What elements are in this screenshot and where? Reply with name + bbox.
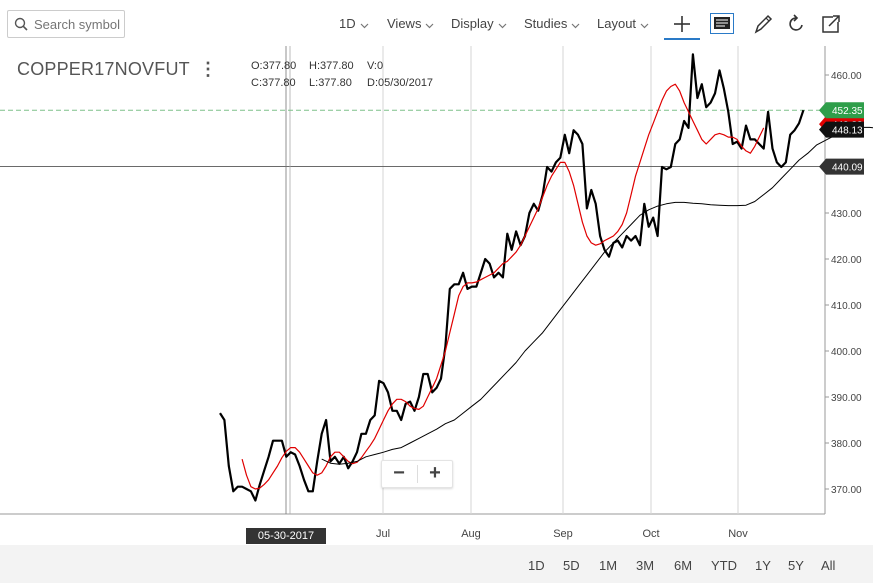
chevron-down-icon <box>360 17 369 32</box>
studies-dropdown[interactable]: Studies <box>524 16 580 32</box>
zoom-controls: − + <box>381 460 453 488</box>
chevron-down-icon <box>498 17 507 32</box>
search-input[interactable] <box>34 14 122 34</box>
display-label: Display <box>451 16 494 31</box>
search-box[interactable] <box>7 10 125 38</box>
price-chart[interactable]: Jul Aug Sep Oct Nov 370.00 380.00 390.00 400.00 4… <box>0 46 873 546</box>
popout-button[interactable] <box>818 10 844 38</box>
range-5d-button[interactable]: 5D <box>563 558 580 573</box>
symbol-title: COPPER17NOVFUT <box>17 59 190 79</box>
ohlc-high-value: 377.80 <box>320 60 354 72</box>
ohlc-date: D:05/30/2017 <box>367 77 433 89</box>
ma-slow-price-tag-text: 448.13 <box>832 126 863 137</box>
ohlc-close: C:377.80 <box>251 77 296 89</box>
y-tick-label: 390.00 <box>831 393 862 404</box>
zoom-divider <box>417 465 418 483</box>
range-1y-button[interactable]: 1Y <box>755 558 771 573</box>
studies-label: Studies <box>524 16 568 31</box>
series-line-price <box>219 53 805 502</box>
x-tick-label: Oct <box>642 528 659 540</box>
ohlc-close-label: C: <box>251 77 262 89</box>
y-tick-label: 420.00 <box>831 255 862 266</box>
crosshair-date-label: 05-30-2017 <box>246 528 326 544</box>
layout-dropdown[interactable]: Layout <box>597 16 649 32</box>
pencil-icon <box>750 14 776 42</box>
interval-dropdown[interactable]: 1D <box>339 16 369 32</box>
series-line-ma_slow <box>321 126 873 465</box>
refresh-icon <box>784 14 810 42</box>
ohlc-volume: V:0 <box>367 60 383 72</box>
y-tick-label: 460.00 <box>831 71 862 82</box>
display-dropdown[interactable]: Display <box>451 16 507 32</box>
range-1m-button[interactable]: 1M <box>599 558 618 573</box>
crosshair-price-tag-bg <box>819 158 864 175</box>
table-view-button[interactable] <box>709 10 735 38</box>
ohlc-date-label: D: <box>367 77 378 89</box>
range-all-button[interactable]: All <box>821 558 836 573</box>
ohlc-volume-label: V: <box>367 60 377 72</box>
ohlc-volume-value: 0 <box>377 60 384 72</box>
crosshair-price-tag-text: 440.09 <box>832 163 863 174</box>
y-tick-label: 400.00 <box>831 347 862 358</box>
series-line-ma_fast <box>241 83 765 490</box>
table-icon <box>709 13 735 42</box>
ohlc-open-label: O: <box>251 60 263 72</box>
chevron-down-icon <box>425 17 434 32</box>
more-options-icon[interactable]: ⋮ <box>199 59 217 79</box>
x-tick-label: Nov <box>728 528 748 540</box>
reset-button[interactable] <box>784 10 810 38</box>
crosshair-icon <box>664 16 700 42</box>
ohlc-low-label: L: <box>309 77 319 89</box>
range-bar: 1D 5D 1M 3M 6M YTD 1Y 5Y All <box>0 545 873 583</box>
y-tick-label: 370.00 <box>831 485 862 496</box>
last-price-tag-text: 452.35 <box>832 106 863 117</box>
search-icon <box>14 17 28 36</box>
top-toolbar: 1D Views Display Studies Layout <box>0 0 873 46</box>
external-link-icon <box>818 15 844 42</box>
ohlc-low-value: 377.80 <box>318 77 352 89</box>
zoom-in-button[interactable]: + <box>429 462 441 484</box>
y-tick-label: 430.00 <box>831 209 862 220</box>
ma-slow-price-tag-bg <box>819 121 864 138</box>
range-3m-button[interactable]: 3M <box>636 558 655 573</box>
views-label: Views <box>387 16 422 31</box>
ohlc-open-value: 377.80 <box>262 60 297 72</box>
y-tick-label: 380.00 <box>831 439 862 450</box>
y-tick-label: 410.00 <box>831 301 862 312</box>
x-tick-label: Jul <box>376 528 390 540</box>
interval-label: 1D <box>339 16 356 31</box>
range-1d-button[interactable]: 1D <box>528 558 545 573</box>
crosshair-tool-button[interactable] <box>664 10 700 40</box>
range-ytd-button[interactable]: YTD <box>711 558 737 573</box>
last-price-tag-bg <box>819 102 864 119</box>
layout-label: Layout <box>597 16 637 31</box>
ohlc-high: H:377.80 <box>309 60 354 72</box>
ohlc-low: L:377.80 <box>309 77 352 89</box>
views-dropdown[interactable]: Views <box>387 16 434 32</box>
x-tick-label: Sep <box>553 528 573 540</box>
ohlc-close-value: 377.80 <box>262 77 296 89</box>
zoom-out-button[interactable]: − <box>393 462 405 484</box>
ohlc-open: O:377.80 <box>251 60 296 72</box>
range-5y-button[interactable]: 5Y <box>788 558 804 573</box>
ohlc-date-value: 05/30/2017 <box>378 77 434 89</box>
draw-tool-button[interactable] <box>750 10 776 38</box>
chevron-down-icon <box>640 17 649 32</box>
chevron-down-icon <box>571 17 580 32</box>
ohlc-high-label: H: <box>309 60 320 72</box>
range-6m-button[interactable]: 6M <box>674 558 693 573</box>
x-tick-label: Aug <box>461 528 481 540</box>
